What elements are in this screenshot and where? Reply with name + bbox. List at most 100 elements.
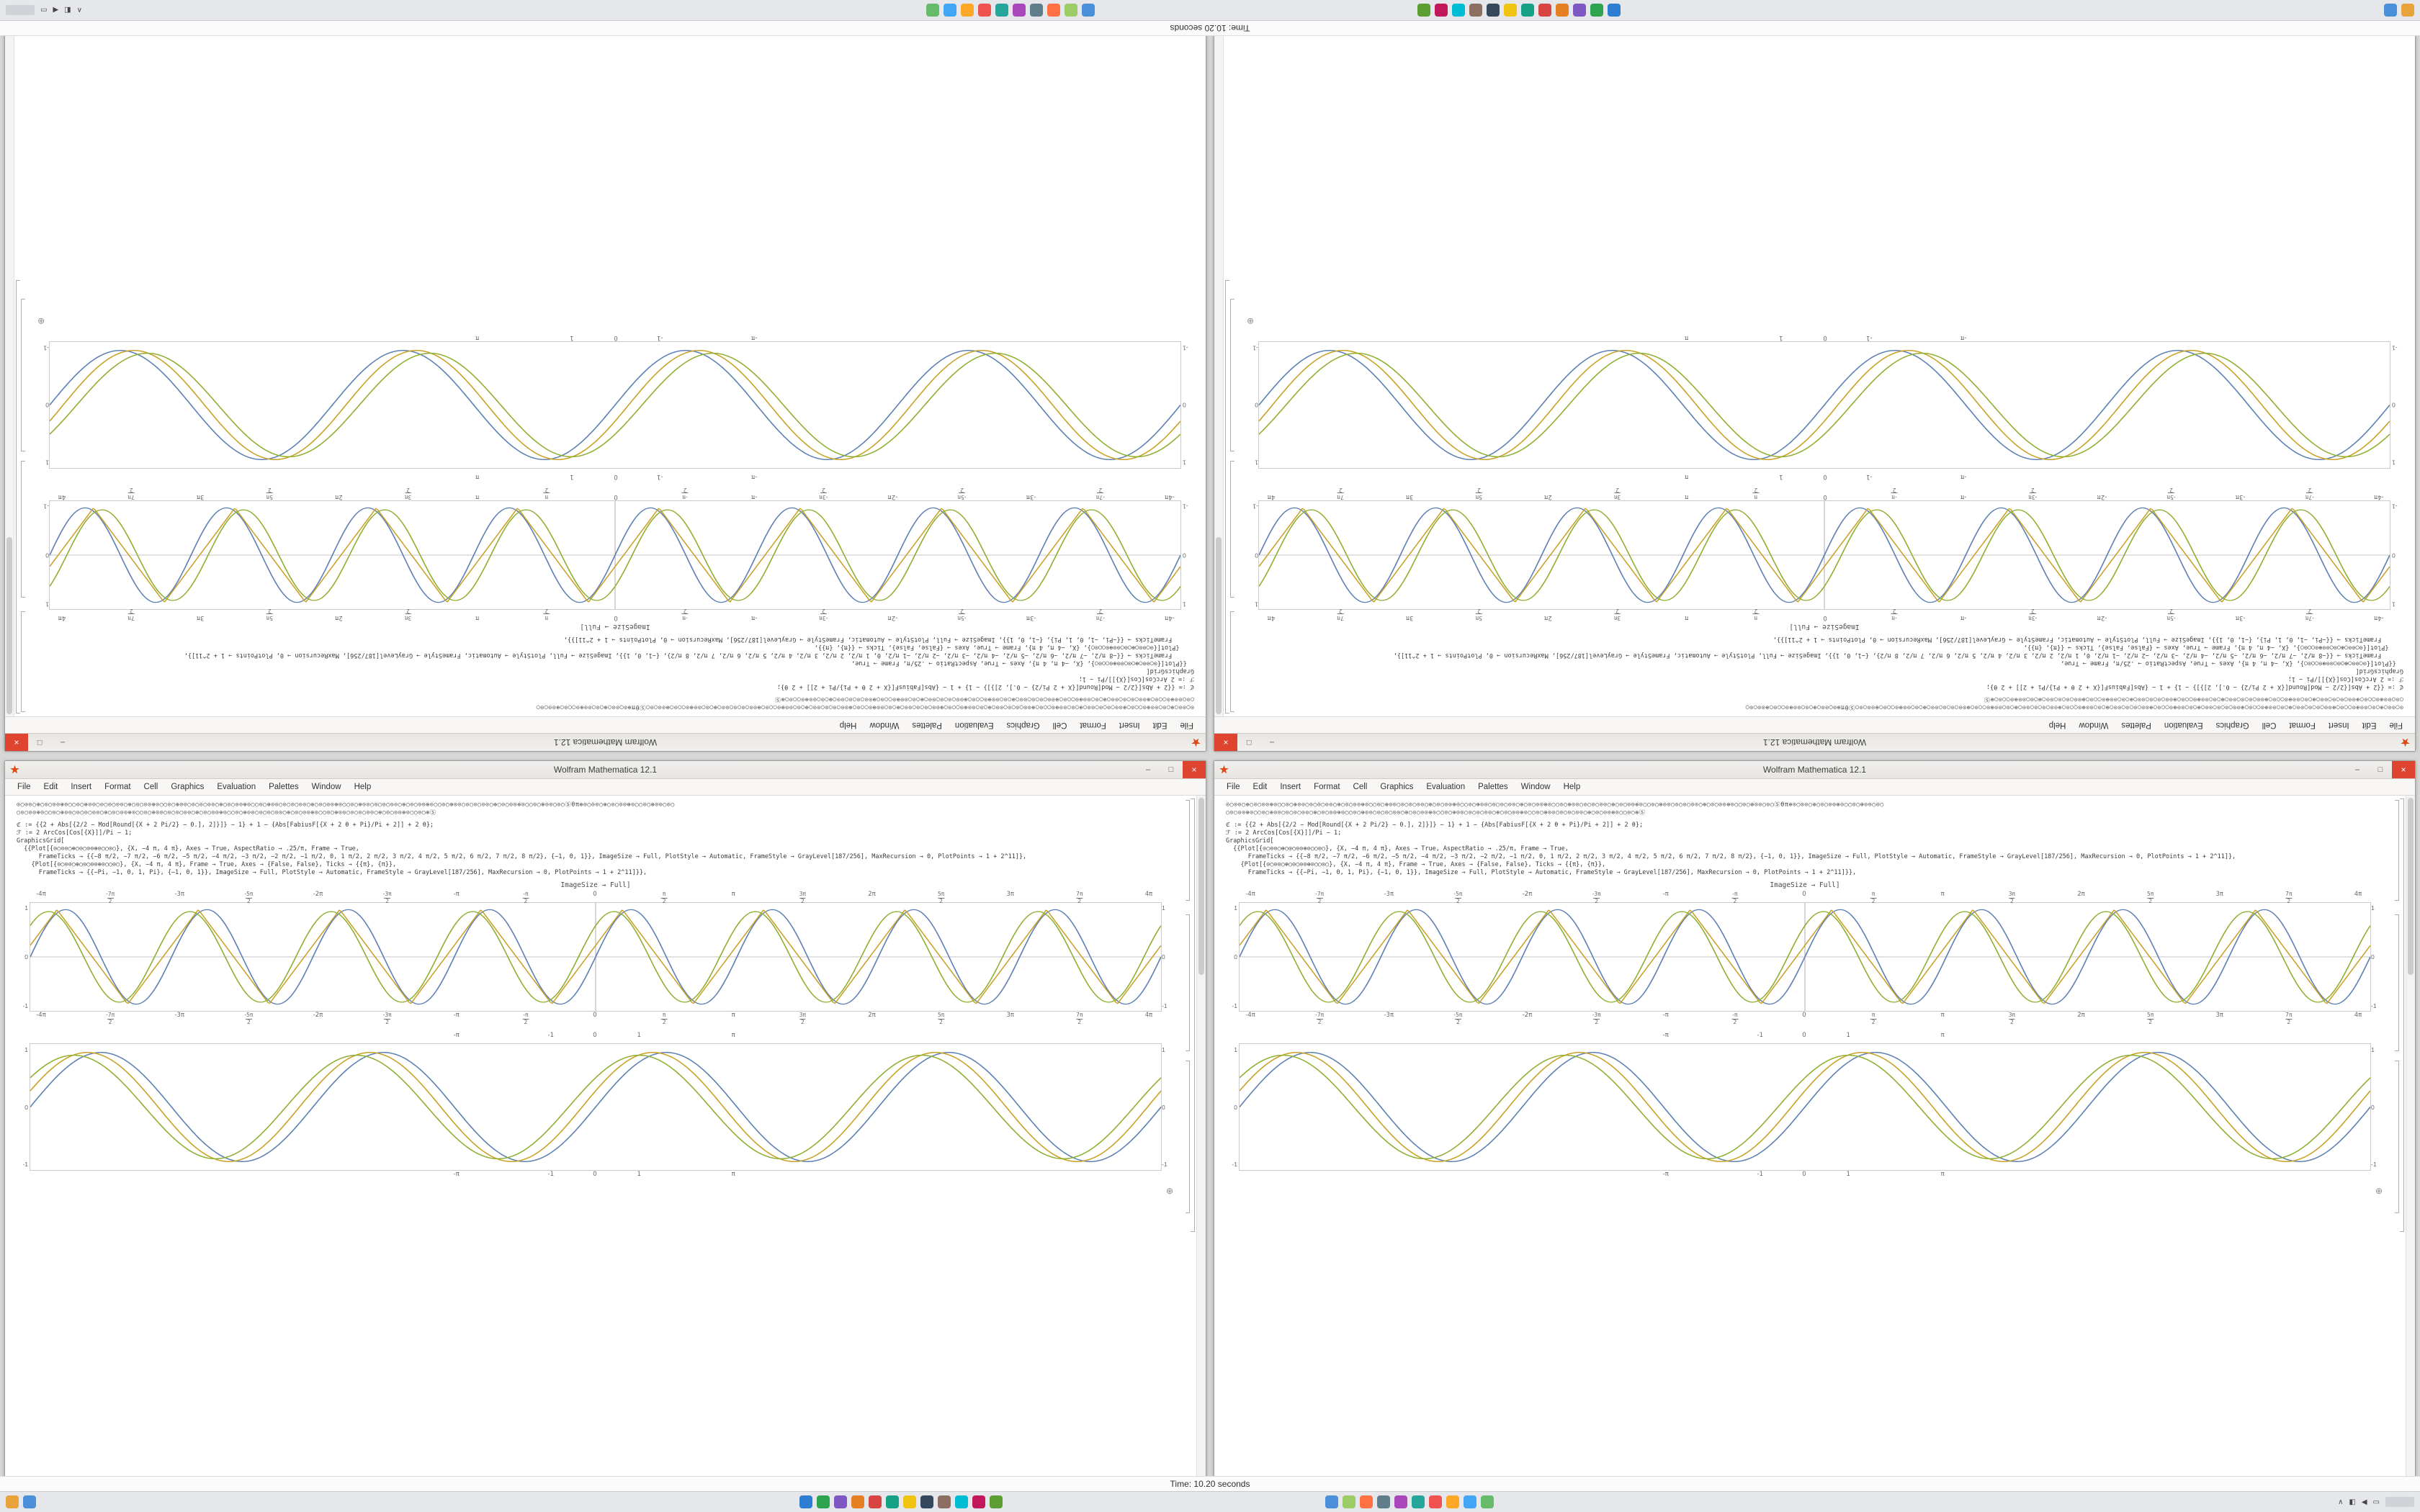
- menu-evaluation[interactable]: Evaluation: [954, 721, 994, 729]
- menu-edit[interactable]: Edit: [1252, 783, 1268, 791]
- volume-icon[interactable]: ◀: [53, 6, 59, 14]
- menu-graphics[interactable]: Graphics: [1006, 721, 1040, 729]
- menu-format[interactable]: Format: [1314, 783, 1340, 791]
- search-icon[interactable]: [2384, 4, 2397, 17]
- close-button[interactable]: ×: [1214, 734, 1237, 751]
- input-cell-code[interactable]: ℭ := {{2 + Abs[{2/2 − Mod[Round[{X + 2 P…: [1226, 822, 2384, 877]
- app-icon[interactable]: [938, 1495, 951, 1508]
- menu-window[interactable]: Window: [1520, 783, 1551, 791]
- close-button[interactable]: ×: [1183, 761, 1206, 778]
- scrollbar-thumb[interactable]: [2408, 798, 2414, 975]
- notebook-area[interactable]: ⊙○⊙⊙○⊕○⊙○⊙⊙⊕⊙○○⊙○⊕⊙⊙○⊙○⊙○⊙⊙○⊕○⊙○⊙⊙⊕⊙○○⊙○…: [1214, 796, 2406, 1477]
- app-icon[interactable]: [1538, 4, 1551, 17]
- menu-edit[interactable]: Edit: [43, 783, 58, 791]
- menu-cell[interactable]: Cell: [143, 783, 158, 791]
- menu-window[interactable]: Window: [869, 721, 900, 729]
- menu-edit[interactable]: Edit: [1152, 721, 1168, 729]
- minimize-button[interactable]: –: [1145, 765, 1151, 774]
- battery-icon[interactable]: ▭: [2372, 1498, 2380, 1506]
- menu-format[interactable]: Format: [2289, 721, 2316, 729]
- app-icon[interactable]: [1435, 4, 1448, 17]
- app-icon[interactable]: [995, 4, 1008, 17]
- insert-cell-plus-icon[interactable]: ⊕: [2375, 1186, 2383, 1196]
- start-button[interactable]: [799, 1495, 812, 1508]
- maximize-button[interactable]: □: [2378, 765, 2383, 774]
- insert-cell-plus-icon[interactable]: ⊕: [37, 316, 45, 326]
- cell-group-bracket[interactable]: [1191, 798, 1195, 1232]
- menu-window[interactable]: Window: [2079, 721, 2109, 729]
- plot1-cell-bracket[interactable]: [1186, 914, 1190, 1051]
- vertical-scrollbar[interactable]: [1214, 35, 1224, 716]
- app-icon[interactable]: [1417, 4, 1430, 17]
- plot2-cell-bracket[interactable]: [1186, 1061, 1190, 1213]
- title-bar[interactable]: Wolfram Mathematica 12.1 – □ ×: [1214, 733, 2415, 751]
- menu-cell[interactable]: Cell: [1052, 721, 1067, 729]
- volume-icon[interactable]: ◀: [2361, 1498, 2367, 1506]
- app-icon[interactable]: [1452, 4, 1465, 17]
- app-icon[interactable]: [1013, 4, 1026, 17]
- minimize-button[interactable]: –: [1269, 738, 1275, 747]
- plot1-cell-bracket[interactable]: [2395, 914, 2399, 1051]
- scrollbar-thumb[interactable]: [1198, 798, 1204, 975]
- menu-help[interactable]: Help: [839, 721, 857, 729]
- app-icon[interactable]: [1573, 4, 1586, 17]
- menu-evaluation[interactable]: Evaluation: [217, 783, 256, 791]
- app-icon[interactable]: [1360, 1495, 1373, 1508]
- plot1-cell-bracket[interactable]: [21, 461, 25, 598]
- input-cell-obfuscated[interactable]: ⊙○⊙⊙○⊕○⊙○⊙⊙⊕⊙○○⊙○⊕⊙⊙○⊙○⊙○⊙⊙○⊕○⊙○⊙⊙⊕⊙○○⊙○…: [1245, 695, 2403, 711]
- input-cell-code[interactable]: ℭ := {{2 + Abs[{2/2 − Mod[Round[{X + 2 P…: [1245, 635, 2403, 690]
- menu-palettes[interactable]: Palettes: [912, 721, 942, 729]
- app-icon[interactable]: [817, 1495, 830, 1508]
- menu-evaluation[interactable]: Evaluation: [2164, 721, 2203, 729]
- insert-cell-plus-icon[interactable]: ⊕: [1165, 1186, 1173, 1196]
- app-icon[interactable]: [1481, 1495, 1494, 1508]
- menu-insert[interactable]: Insert: [2328, 721, 2349, 729]
- menu-file[interactable]: File: [1227, 783, 1240, 791]
- chevron-up-icon[interactable]: ∧: [2338, 1498, 2344, 1506]
- network-icon[interactable]: ◧: [2349, 1498, 2356, 1506]
- app-icon[interactable]: [920, 1495, 933, 1508]
- app-icon[interactable]: [1487, 4, 1500, 17]
- network-icon[interactable]: ◧: [64, 6, 71, 14]
- menu-graphics[interactable]: Graphics: [2215, 721, 2249, 729]
- app-icon[interactable]: [1556, 4, 1569, 17]
- menu-evaluation[interactable]: Evaluation: [1426, 783, 1466, 791]
- menu-format[interactable]: Format: [104, 783, 131, 791]
- close-button[interactable]: ×: [2392, 761, 2415, 778]
- menu-graphics[interactable]: Graphics: [1380, 783, 1414, 791]
- menu-insert[interactable]: Insert: [1280, 783, 1301, 791]
- menu-help[interactable]: Help: [354, 783, 372, 791]
- app-icon[interactable]: [978, 4, 991, 17]
- cell-group-bracket[interactable]: [16, 280, 20, 714]
- notebook-area[interactable]: ⊙○⊙⊙○⊕○⊙○⊙⊙⊕⊙○○⊙○⊕⊙⊙○⊙○⊙○⊙⊙○⊕○⊙○⊙⊙⊕⊙○○⊙○…: [14, 35, 1206, 716]
- notebook-area[interactable]: ⊙○⊙⊙○⊕○⊙○⊙⊙⊕⊙○○⊙○⊕⊙⊙○⊙○⊙○⊙⊙○⊕○⊙○⊙⊙⊕⊙○○⊙○…: [1224, 35, 2415, 716]
- input-cell-obfuscated[interactable]: ⊙○⊙⊙○⊕○⊙○⊙⊙⊕⊙○○⊙○⊕⊙⊙○⊙○⊙○⊙⊙○⊕○⊙○⊙⊙⊕⊙○○⊙○…: [17, 801, 1175, 817]
- notebook-area[interactable]: ⊙○⊙⊙○⊕○⊙○⊙⊙⊕⊙○○⊙○⊕⊙⊙○⊙○⊙○⊙⊙○⊕○⊙○⊙⊙⊕⊙○○⊙○…: [5, 796, 1196, 1477]
- app-icon[interactable]: [869, 1495, 882, 1508]
- app-icon[interactable]: [955, 1495, 968, 1508]
- input-cell-code[interactable]: ℭ := {{2 + Abs[{2/2 − Mod[Round[{X + 2 P…: [17, 822, 1175, 877]
- plot1-cell-bracket[interactable]: [1230, 461, 1234, 598]
- app-icon[interactable]: [1047, 4, 1060, 17]
- code-cell-bracket[interactable]: [21, 611, 25, 712]
- vertical-scrollbar[interactable]: [1196, 796, 1206, 1477]
- vertical-scrollbar[interactable]: [5, 35, 14, 716]
- close-button[interactable]: ×: [5, 734, 28, 751]
- clock-area[interactable]: [2385, 1497, 2414, 1507]
- input-cell-code[interactable]: ℭ := {{2 + Abs[{2/2 − Mod[Round[{X + 2 P…: [36, 635, 1194, 690]
- cell-group-bracket[interactable]: [1225, 280, 1229, 714]
- maximize-button[interactable]: □: [37, 738, 42, 747]
- menu-insert[interactable]: Insert: [71, 783, 92, 791]
- taskbar[interactable]: ∧ ◧ ◀ ▭: [0, 0, 2420, 21]
- menu-help[interactable]: Help: [2048, 721, 2066, 729]
- vertical-scrollbar[interactable]: [2406, 796, 2415, 1477]
- code-cell-bracket[interactable]: [1230, 611, 1234, 712]
- app-icon[interactable]: [1343, 1495, 1355, 1508]
- plot2-cell-bracket[interactable]: [1230, 299, 1234, 451]
- app-icon[interactable]: [1412, 1495, 1425, 1508]
- menu-palettes[interactable]: Palettes: [269, 783, 299, 791]
- code-cell-bracket[interactable]: [1186, 800, 1190, 901]
- minimize-button[interactable]: –: [60, 738, 66, 747]
- app-icon[interactable]: [1377, 1495, 1390, 1508]
- app-icon[interactable]: [972, 1495, 985, 1508]
